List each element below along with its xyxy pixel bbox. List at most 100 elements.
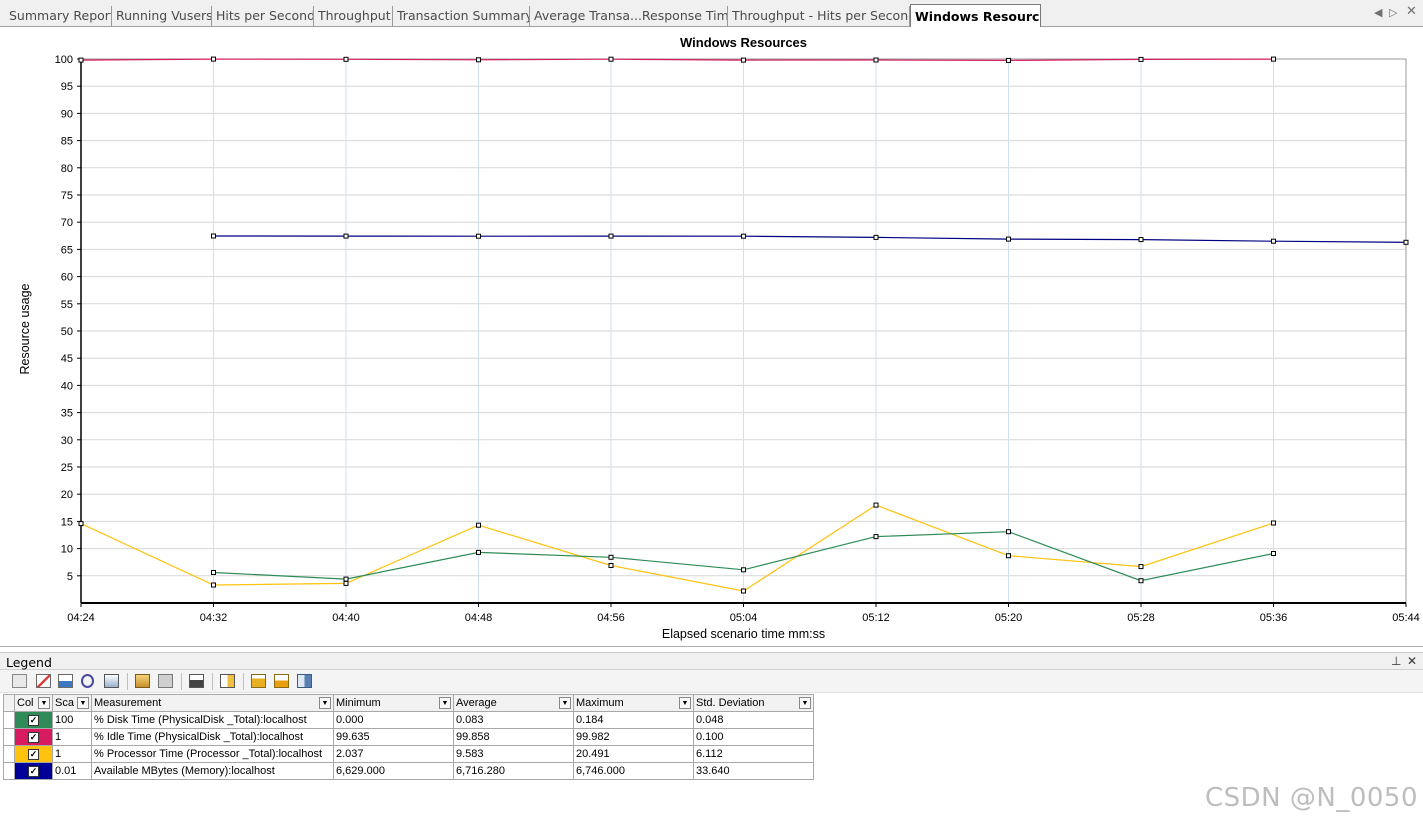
sort-icon[interactable] [251,674,266,688]
series-line-processor-time [80,504,1274,592]
data-point-available-mbytes [1138,237,1144,243]
windows-resources-chart: 5 10 15 20 25 30 35 40 45 50 55 60 65 70 75 80 85 90 95 100… [18,35,1420,641]
data-point-processor-time [1138,564,1144,570]
legend-color-swatch[interactable]: ✓ [14,762,53,780]
chevron-down-icon[interactable]: ▼ [38,697,50,709]
legend-color-swatch[interactable]: ✓ [14,745,53,763]
row-selector[interactable] [3,745,15,763]
column-header-maximum[interactable]: Maximum ▼ [573,694,694,712]
data-point-disk-time [741,567,746,573]
triangle-left-icon[interactable]: ◀ [1374,6,1383,19]
close-icon[interactable]: ✕ [1407,654,1418,668]
std-deviation-cell: 6.112 [693,745,814,763]
chevron-down-icon[interactable]: ▼ [77,697,89,709]
pin-icon[interactable]: ⊥ [1391,654,1402,668]
data-point-disk-time [476,549,481,555]
legend-color-swatch[interactable]: ✓ [14,728,53,746]
tab-transaction-summary[interactable]: Transaction Summary [393,6,530,26]
row-selector[interactable] [3,762,15,780]
tab-hits-per-second[interactable]: Hits per Second [212,6,314,26]
legend-table-header: Col ▼ Sca ▼ Measurement ▼ Minimum ▼ Average ▼… [3,694,814,712]
data-point-processor-time [78,521,84,527]
chart-title: Windows Resources [680,35,807,50]
tab-throughput[interactable]: Throughput [314,6,393,26]
column-header-std-deviation[interactable]: Std. Deviation ▼ [693,694,814,712]
x-tick-label: 05:44 [1392,612,1420,624]
x-tick-label: 04:40 [332,612,360,624]
y-tick-label: 35 [61,408,73,420]
data-point-processor-time [1006,553,1011,559]
columns-icon[interactable] [220,674,235,688]
table-row[interactable]: ✓ 0.01 Available MBytes (Memory):localho… [3,762,814,780]
x-tick-label: 05:20 [995,612,1023,624]
close-icon[interactable]: ✕ [1406,4,1417,19]
open-graph-icon[interactable] [189,674,204,688]
y-tick-label: 5 [67,571,73,583]
x-axis-label: Elapsed scenario time mm:ss [662,627,825,641]
data-point-processor-time [1271,520,1276,526]
tab-average-transaction-response-time[interactable]: Average Transa...Response Time [530,6,728,26]
measurement-cell: % Disk Time (PhysicalDisk _Total):localh… [91,711,334,729]
column-header-average[interactable]: Average ▼ [453,694,574,712]
y-tick-label: 100 [55,54,73,66]
legend-color-swatch[interactable]: ✓ [14,711,53,729]
row-selector[interactable] [3,711,15,729]
column-header-measurement[interactable]: Measurement ▼ [91,694,334,712]
show-all-icon[interactable] [12,674,27,688]
tab-running-vusers[interactable]: Running Vusers [112,6,212,26]
row-selector[interactable] [3,728,15,746]
data-point-available-mbytes [1403,239,1409,245]
graph-panel: 5 10 15 20 25 30 35 40 45 50 55 60 65 70 75 80 85 90 95 100… [0,27,1423,647]
scale-cell: 100 [52,711,92,729]
export-icon[interactable] [135,674,150,688]
average-cell: 6,716.280 [453,762,574,780]
column-header-color[interactable]: Col ▼ [14,694,53,712]
filter-icon[interactable] [104,674,119,688]
x-tick-label: 05:04 [730,612,758,624]
table-row[interactable]: ✓ 100 % Disk Time (PhysicalDisk _Total):… [3,711,814,729]
data-point-idle-time [211,56,216,62]
tab-summary-report[interactable]: Summary Report [5,6,112,26]
table-row[interactable]: ✓ 1 % Processor Time (Processor _Total):… [3,745,814,763]
chevron-down-icon[interactable]: ▼ [799,697,811,709]
chevron-down-icon[interactable]: ▼ [679,697,691,709]
data-point-available-mbytes [1271,238,1276,244]
data-point-idle-time [78,57,84,63]
y-tick-label: 70 [61,217,73,229]
tab-throughput-hits-per-second[interactable]: Throughput - Hits per Second [728,6,910,26]
checkbox[interactable]: ✓ [28,732,39,743]
chevron-down-icon[interactable]: ▼ [559,697,571,709]
y-tick-label: 95 [61,81,73,93]
data-point-processor-time [476,522,481,528]
column-header-minimum[interactable]: Minimum ▼ [333,694,454,712]
average-cell: 0.083 [453,711,574,729]
y-tick-label: 60 [61,272,73,284]
triangle-right-icon[interactable]: ▷ [1389,6,1398,19]
y-tick-label: 90 [61,108,73,120]
data-point-disk-time [1138,578,1144,584]
checkbox[interactable]: ✓ [28,715,39,726]
checkbox[interactable]: ✓ [28,766,39,777]
y-tick-label: 75 [61,190,73,202]
y-tick-label: 45 [61,353,73,365]
maximum-cell: 20.491 [573,745,694,763]
dock-icon[interactable] [297,674,312,688]
show-only-selected-icon[interactable] [58,674,73,688]
print-icon[interactable] [158,674,173,688]
std-deviation-cell: 0.100 [693,728,814,746]
auto-correlate-icon[interactable] [81,674,94,688]
x-tick-label: 05:36 [1260,612,1288,624]
y-tick-label: 30 [61,435,73,447]
chevron-down-icon[interactable]: ▼ [319,697,331,709]
row-selector-header[interactable] [3,694,15,712]
tab-windows-resources[interactable]: Windows Resources [910,4,1041,27]
configure-measurement-icon[interactable] [36,674,51,688]
highlight-icon[interactable] [274,674,289,688]
table-row[interactable]: ✓ 1 % Idle Time (PhysicalDisk _Total):lo… [3,728,814,746]
checkbox[interactable]: ✓ [28,749,39,760]
series-line-idle-time [80,58,1274,62]
y-tick-label: 50 [61,326,73,338]
chevron-down-icon[interactable]: ▼ [439,697,451,709]
y-tick-label: 80 [61,163,73,175]
column-header-scale[interactable]: Sca ▼ [52,694,92,712]
